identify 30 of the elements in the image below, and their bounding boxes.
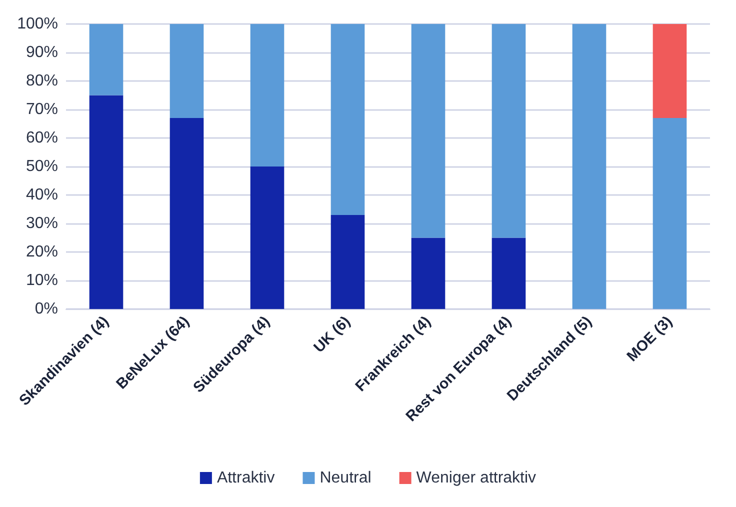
bar [411, 24, 446, 238]
bar [411, 238, 446, 309]
y-tick-label: 100% [17, 16, 58, 32]
bar [572, 24, 606, 309]
bar [492, 24, 526, 238]
x-tick-label: UK (6) [310, 312, 354, 356]
bar [250, 166, 284, 309]
bar [330, 214, 365, 309]
y-tick-label: 70% [26, 101, 58, 118]
y-tick-label: 0% [34, 300, 58, 318]
legend-label: Attraktiv [216, 470, 275, 486]
y-tick-label: 60% [26, 130, 58, 146]
bar [170, 24, 204, 118]
y-tick-label: 90% [26, 44, 58, 61]
bar [89, 95, 124, 309]
bar [170, 118, 204, 309]
y-tick-label: 30% [26, 215, 58, 232]
y-tick-label: 50% [26, 158, 58, 175]
bar [652, 118, 687, 309]
bar [652, 24, 687, 118]
bar [250, 24, 284, 166]
bar [492, 238, 526, 309]
y-tick-label: 40% [26, 186, 58, 204]
legend-label: Weniger attraktiv [416, 470, 536, 486]
legend-label: Neutral [320, 470, 372, 486]
y-tick-label: 20% [26, 244, 58, 260]
bar [330, 24, 365, 215]
bar [89, 24, 124, 96]
y-tick-label: 10% [26, 272, 58, 289]
y-tick-label: 80% [26, 72, 58, 90]
